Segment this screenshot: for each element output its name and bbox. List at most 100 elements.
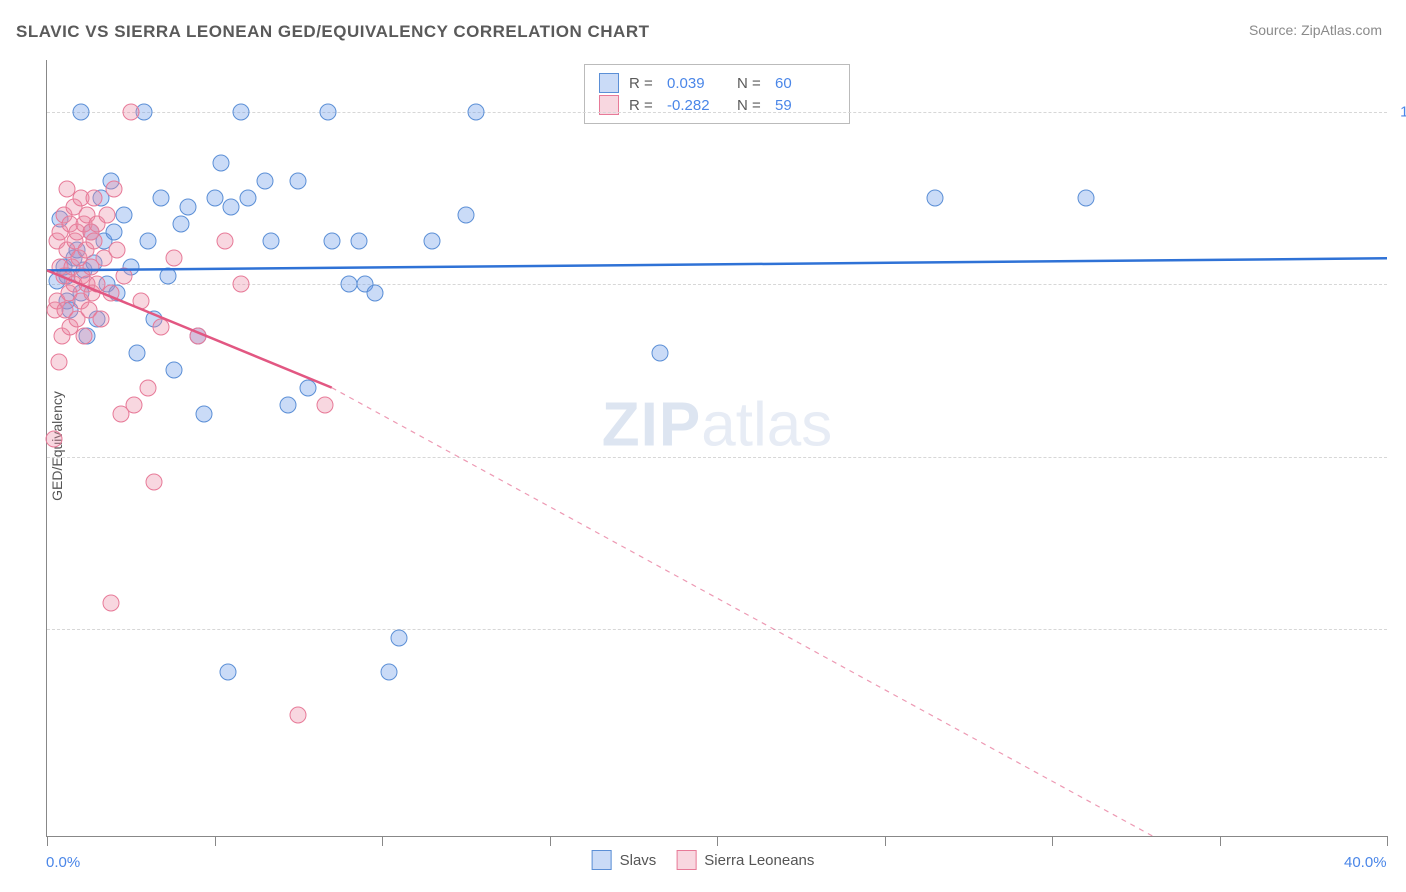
swatch-slavs-icon: [592, 850, 612, 870]
data-point: [280, 396, 297, 413]
series-legend: Slavs Sierra Leoneans: [592, 850, 815, 870]
data-point: [216, 233, 233, 250]
data-point: [213, 155, 230, 172]
data-point: [116, 267, 133, 284]
data-point: [166, 362, 183, 379]
data-point: [233, 103, 250, 120]
data-point: [223, 198, 240, 215]
data-point: [106, 224, 123, 241]
legend-label-sierra: Sierra Leoneans: [704, 852, 814, 869]
regression-extrapolation: [332, 388, 1153, 836]
data-point: [75, 327, 92, 344]
correlation-legend: R = 0.039 N = 60 R = -0.282 N = 59: [584, 64, 850, 124]
data-point: [132, 293, 149, 310]
data-point: [340, 276, 357, 293]
data-point: [350, 233, 367, 250]
data-point: [189, 327, 206, 344]
x-tick: [1052, 836, 1053, 846]
data-point: [219, 664, 236, 681]
x-tick: [1387, 836, 1388, 846]
data-point: [457, 207, 474, 224]
data-point: [122, 103, 139, 120]
chart-title: SLAVIC VS SIERRA LEONEAN GED/EQUIVALENCY…: [16, 22, 650, 42]
data-point: [926, 189, 943, 206]
data-point: [85, 189, 102, 206]
data-point: [50, 353, 67, 370]
data-point: [240, 189, 257, 206]
legend-item-slavs: Slavs: [592, 850, 657, 870]
data-point: [290, 172, 307, 189]
swatch-slavs: [599, 73, 619, 93]
y-tick-label: 100.0%: [1391, 103, 1406, 120]
x-tick: [1220, 836, 1221, 846]
data-point: [109, 241, 126, 258]
chart-container: SLAVIC VS SIERRA LEONEAN GED/EQUIVALENCY…: [0, 0, 1406, 892]
y-tick-label: 70.0%: [1391, 621, 1406, 638]
data-point: [256, 172, 273, 189]
data-point: [323, 233, 340, 250]
data-point: [99, 207, 116, 224]
n-label: N =: [737, 75, 765, 92]
x-tick-label: 0.0%: [46, 854, 80, 871]
data-point: [166, 250, 183, 267]
data-point: [139, 233, 156, 250]
data-point: [129, 345, 146, 362]
data-point: [233, 276, 250, 293]
data-point: [126, 396, 143, 413]
x-tick: [382, 836, 383, 846]
data-point: [159, 267, 176, 284]
data-point: [1077, 189, 1094, 206]
data-point: [467, 103, 484, 120]
data-point: [85, 233, 102, 250]
data-point: [263, 233, 280, 250]
x-tick-label: 40.0%: [1344, 854, 1387, 871]
legend-label-slavs: Slavs: [620, 852, 657, 869]
data-point: [652, 345, 669, 362]
y-tick-label: 90.0%: [1391, 276, 1406, 293]
source-attribution: Source: ZipAtlas.com: [1249, 22, 1382, 38]
watermark-bold: ZIP: [602, 390, 701, 459]
data-point: [290, 707, 307, 724]
data-point: [380, 664, 397, 681]
x-tick: [885, 836, 886, 846]
r-value-slavs: 0.039: [667, 75, 727, 92]
legend-item-sierra: Sierra Leoneans: [676, 850, 814, 870]
data-point: [320, 103, 337, 120]
watermark-thin: atlas: [701, 390, 832, 459]
x-tick: [47, 836, 48, 846]
data-point: [146, 474, 163, 491]
x-tick: [215, 836, 216, 846]
r-label: R =: [629, 75, 657, 92]
data-point: [92, 310, 109, 327]
data-point: [102, 284, 119, 301]
plot-area: ZIPatlas R = 0.039 N = 60 R = -0.282 N =…: [46, 60, 1387, 837]
regression-line: [47, 258, 1387, 270]
data-point: [317, 396, 334, 413]
watermark: ZIPatlas: [602, 389, 832, 460]
x-tick: [717, 836, 718, 846]
data-point: [72, 103, 89, 120]
data-point: [196, 405, 213, 422]
swatch-sierra-icon: [676, 850, 696, 870]
data-point: [102, 595, 119, 612]
x-tick: [550, 836, 551, 846]
data-point: [152, 319, 169, 336]
data-point: [106, 181, 123, 198]
legend-row-slavs: R = 0.039 N = 60: [599, 73, 835, 93]
data-point: [45, 431, 62, 448]
data-point: [139, 379, 156, 396]
gridline: [47, 629, 1387, 630]
y-tick-label: 80.0%: [1391, 448, 1406, 465]
gridline: [47, 457, 1387, 458]
data-point: [179, 198, 196, 215]
regression-overlay: [47, 60, 1387, 836]
data-point: [424, 233, 441, 250]
data-point: [206, 189, 223, 206]
data-point: [300, 379, 317, 396]
n-value-slavs: 60: [775, 75, 835, 92]
data-point: [390, 629, 407, 646]
data-point: [116, 207, 133, 224]
data-point: [152, 189, 169, 206]
data-point: [173, 215, 190, 232]
data-point: [367, 284, 384, 301]
